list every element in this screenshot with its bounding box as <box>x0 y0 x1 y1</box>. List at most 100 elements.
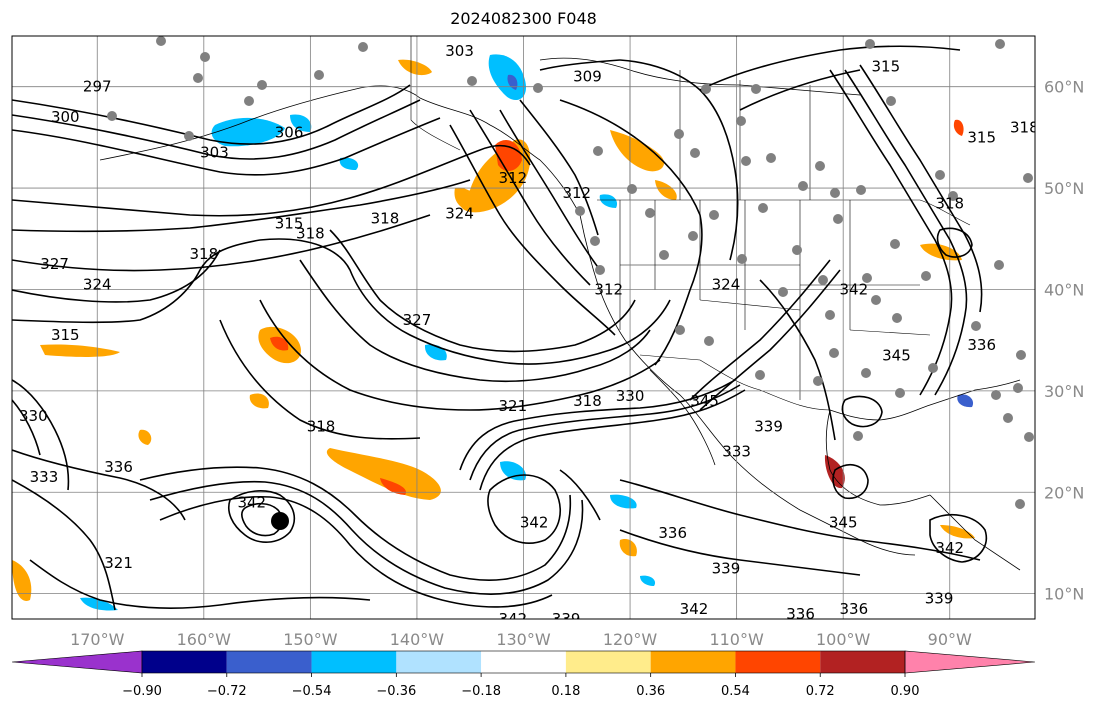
contour-value-label: 339 <box>754 417 783 435</box>
longitude-tick-label: 100°W <box>816 630 871 649</box>
station-dot <box>751 84 761 94</box>
contour-line <box>487 474 561 544</box>
longitude-tick-label: 160°W <box>177 630 232 649</box>
station-dot <box>871 295 881 305</box>
contour-value-label: 300 <box>51 108 80 126</box>
station-dot <box>184 131 194 141</box>
mexico-gulf-coastline <box>825 409 931 506</box>
gridline-layer <box>12 36 1035 619</box>
shade-patch <box>339 157 359 170</box>
contour-value-label: 333 <box>722 443 751 461</box>
latitude-tick-label: 50°N <box>1044 179 1084 198</box>
contour-line <box>469 384 741 481</box>
shading-layer <box>12 54 975 611</box>
contour-line <box>699 269 841 411</box>
shade-patch <box>610 130 665 172</box>
map-title: 2024082300 F048 <box>450 9 597 28</box>
station-dot <box>895 388 905 398</box>
longitude-axis: 170°W 160°W 150°W 140°W 130°W 120°W 110°W 100°W… <box>70 630 972 649</box>
contour-value-label: 312 <box>499 169 528 187</box>
colorbar: −0.90 −0.72 −0.54 −0.36 −0.18 0.18 0.36 0.54 0.7… <box>11 650 1036 699</box>
latitude-tick-label: 40°N <box>1044 280 1084 299</box>
colorbar-extend-max <box>904 650 1036 674</box>
contour-value-label: 318 <box>935 194 964 212</box>
shade-patch <box>488 54 526 100</box>
contour-line <box>929 514 987 563</box>
station-dot <box>193 73 203 83</box>
station-dot <box>314 70 324 80</box>
contour-line <box>299 259 651 383</box>
station-dot <box>778 287 788 297</box>
station-dot <box>755 370 765 380</box>
colorbar-tick-label: −0.72 <box>207 684 247 699</box>
contour-line <box>619 529 861 576</box>
contour-line <box>832 464 869 500</box>
station-dot <box>645 208 655 218</box>
contour-line <box>539 59 621 71</box>
contour-value-label: 324 <box>83 275 112 293</box>
station-dot <box>861 368 871 378</box>
contour-value-label: 318 <box>1010 118 1039 136</box>
station-dot <box>948 191 958 201</box>
colorbar-tick-label: 0.54 <box>721 684 750 699</box>
colorbar-segment <box>226 651 312 673</box>
station-dot <box>736 116 746 126</box>
latitude-tick-label: 10°N <box>1044 585 1084 604</box>
station-dot <box>921 271 931 281</box>
station-dot <box>815 161 825 171</box>
us-canada-border <box>597 199 971 226</box>
station-dot <box>830 188 840 198</box>
contour-value-label: 318 <box>371 210 400 228</box>
colorbar-tick-label: −0.18 <box>461 684 501 699</box>
map-frame <box>11 35 1036 620</box>
colorbar-outline <box>141 650 906 674</box>
shade-patch <box>957 394 974 408</box>
contour-value-label: 297 <box>83 78 112 96</box>
colorbar-segment <box>396 651 482 673</box>
shade-patch <box>953 119 964 136</box>
station-dot <box>741 156 751 166</box>
station-dot <box>675 325 685 335</box>
shade-patch <box>12 560 32 601</box>
longitude-tick-label: 170°W <box>70 630 125 649</box>
shade-patch <box>640 575 656 586</box>
contour-line <box>12 144 531 217</box>
station-dot <box>737 254 747 264</box>
colorbar-segment <box>311 651 397 673</box>
contour-line <box>12 238 671 365</box>
contour-line <box>469 109 591 286</box>
contour-value-label: 312 <box>562 184 591 202</box>
contour-value-label: 315 <box>871 57 900 75</box>
canada-coastline <box>539 57 861 96</box>
station-dot <box>533 83 543 93</box>
shade-patch <box>40 344 120 357</box>
contour-line <box>759 279 836 441</box>
latitude-tick-label: 30°N <box>1044 382 1084 401</box>
station-dot <box>1013 383 1023 393</box>
contour-line <box>12 249 221 303</box>
station-dot <box>935 170 945 180</box>
station-dot <box>865 39 875 49</box>
contour-value-label: 339 <box>925 590 954 608</box>
contour-line <box>841 395 883 428</box>
contour-line <box>499 109 601 271</box>
colorbar-segment <box>735 651 821 673</box>
longitude-tick-label: 140°W <box>390 630 445 649</box>
contour-value-label: 327 <box>40 255 69 273</box>
station-dot <box>798 181 808 191</box>
contour-value-label: 336 <box>786 605 815 623</box>
contour-value-label: 315 <box>275 215 304 233</box>
contour-value-label: 342 <box>935 539 964 557</box>
station-dot <box>829 348 839 358</box>
contour-value-label: 342 <box>237 493 266 511</box>
station-dot <box>856 185 866 195</box>
contour-value-label: 321 <box>104 554 133 572</box>
contour-line <box>459 379 736 471</box>
contour-line <box>12 214 431 272</box>
contour-value-label: 342 <box>680 600 709 618</box>
colorbar-segment <box>142 651 227 673</box>
contour-value-label: 342 <box>840 280 869 298</box>
station-dot <box>928 363 938 373</box>
contour-value-label: 309 <box>573 68 602 86</box>
